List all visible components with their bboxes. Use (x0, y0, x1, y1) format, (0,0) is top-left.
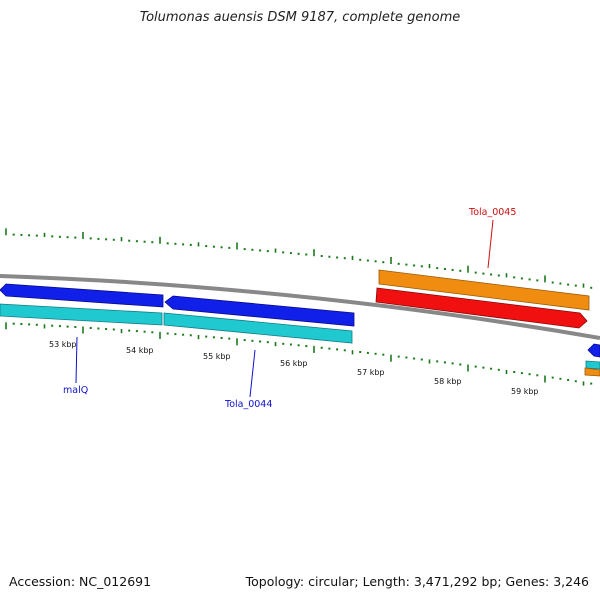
gene-label-malQ[interactable]: malQ (63, 385, 88, 396)
scale-label: 58 kbp (434, 377, 462, 386)
genome-backbone (0, 274, 600, 340)
label-leader-tola0045 (487, 219, 494, 269)
cds-arrow-tola0045[interactable] (375, 287, 588, 329)
upper-tick-row (5, 228, 593, 289)
cds-arrow-offscreen[interactable] (587, 343, 600, 358)
accession-text: Accession: NC_012691 (9, 574, 152, 589)
gene-bar-offscreen-2[interactable] (584, 367, 600, 377)
cds-arrow-tola0044[interactable] (164, 295, 355, 327)
scale-label: 53 kbp (49, 340, 77, 349)
scale-label: 54 kbp (126, 346, 154, 355)
gene-bar-tola0045[interactable] (378, 269, 590, 311)
gene-bar-tola0044[interactable] (163, 312, 353, 344)
scale-label: 59 kbp (511, 387, 539, 396)
genome-summary-text: Topology: circular; Length: 3,471,292 bp… (245, 574, 589, 589)
label-leader-tola0044 (249, 349, 256, 398)
scale-label: 55 kbp (203, 352, 231, 361)
label-leader-malQ (75, 336, 78, 384)
gene-label-tola0045[interactable]: Tola_0045 (468, 207, 516, 218)
scale-labels: 53 kbp 54 kbp 55 kbp 56 kbp 57 kbp 58 kb… (49, 340, 539, 396)
scale-label: 57 kbp (357, 368, 385, 377)
lower-tick-row (5, 322, 593, 386)
gene-bar-offscreen[interactable] (585, 360, 600, 370)
cds-arrow-malQ[interactable] (0, 283, 164, 308)
map-title: Tolumonas auensis DSM 9187, complete gen… (139, 10, 461, 25)
gene-bar-malQ[interactable] (0, 303, 163, 326)
gene-label-tola0044[interactable]: Tola_0044 (224, 399, 272, 410)
scale-label: 56 kbp (280, 359, 308, 368)
